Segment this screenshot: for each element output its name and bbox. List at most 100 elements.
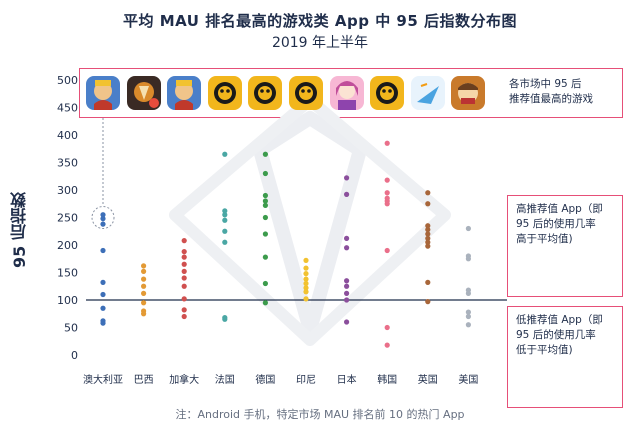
- data-point: [181, 238, 187, 244]
- data-point: [303, 285, 309, 291]
- data-point: [100, 216, 106, 222]
- data-point: [465, 322, 471, 328]
- data-point: [100, 247, 106, 254]
- chart-title: 平均 MAU 排名最高的游戏类 App 中 95 后指数分布图: [122, 12, 518, 30]
- data-point: [425, 235, 431, 241]
- data-point: [465, 256, 471, 262]
- data-point: [262, 170, 268, 177]
- data-point: [344, 319, 350, 325]
- brawl-stars-icon: [289, 76, 323, 110]
- data-point: [303, 265, 309, 271]
- data-point: [181, 261, 187, 267]
- data-point: [384, 190, 390, 196]
- data-point: [262, 300, 268, 306]
- chart-subtitle: 2019 年上半年: [271, 35, 369, 51]
- low-box-line1: 低推荐值 App（即: [516, 314, 603, 326]
- x-tick-label: 印尼: [296, 374, 316, 386]
- y-tick-label: 300: [57, 184, 78, 197]
- x-tick-label: 韩国: [377, 373, 397, 386]
- brawl-stars-icon: [248, 76, 283, 110]
- data-point: [100, 320, 106, 326]
- data-point: [262, 280, 268, 287]
- clash-royale-icon: [86, 76, 120, 110]
- y-tick-label: 200: [57, 239, 78, 252]
- data-point: [344, 297, 350, 303]
- data-point: [222, 239, 228, 245]
- data-point: [425, 201, 431, 207]
- data-point: [384, 201, 390, 207]
- data-point: [425, 231, 431, 237]
- data-point: [141, 268, 147, 274]
- data-point: [181, 307, 187, 313]
- y-tick-label: 400: [57, 129, 78, 142]
- data-point: [100, 221, 106, 227]
- data-point: [344, 235, 350, 241]
- low-box-line3: 低于平均值): [516, 344, 573, 356]
- data-point: [100, 305, 106, 311]
- x-tick-label: 美国: [458, 373, 478, 386]
- x-tick-label: 加拿大: [169, 373, 199, 386]
- data-point: [181, 313, 187, 320]
- data-point: [262, 151, 268, 157]
- low-recommendation-box: 低推荐值 App（即 95 后的使用几率 低于平均值): [507, 306, 623, 408]
- y-tick-label: 250: [57, 212, 78, 225]
- data-point: [181, 268, 187, 274]
- data-point: [303, 296, 309, 302]
- data-point: [344, 278, 350, 284]
- x-tick-label: 日本: [337, 373, 357, 386]
- y-tick-label: 50: [64, 322, 78, 335]
- data-point: [384, 140, 390, 146]
- high-box-line3: 高于平均值): [516, 233, 573, 245]
- data-point: [465, 225, 471, 232]
- data-point: [100, 212, 106, 218]
- data-point: [262, 198, 268, 204]
- data-point: [425, 223, 431, 229]
- data-point: [222, 228, 228, 234]
- anime-game-icon: [329, 76, 364, 110]
- data-point: [425, 243, 431, 249]
- data-point: [303, 276, 309, 282]
- y-tick-label: 100: [57, 294, 78, 307]
- data-point: [384, 247, 390, 254]
- data-point: [222, 212, 228, 218]
- high-box-line2: 95 后的使用几率: [516, 218, 596, 230]
- data-point: [141, 263, 147, 269]
- data-point: [262, 192, 268, 199]
- y-tick-label: 350: [57, 157, 78, 170]
- top-games-label: 各市场中 95 后 推荐值最高的游戏: [509, 77, 593, 107]
- data-point: [303, 257, 309, 263]
- data-point: [100, 291, 106, 298]
- data-point: [262, 254, 268, 260]
- brawl-stars-icon: [370, 76, 405, 110]
- chart-note: 注：Android 手机，特定市场 MAU 排名前 10 的热门 App: [175, 408, 465, 421]
- data-point: [141, 283, 147, 289]
- data-point: [222, 151, 228, 157]
- data-point: [141, 300, 147, 306]
- data-point: [344, 245, 350, 251]
- top-games-label-line1: 各市场中 95 后: [509, 78, 582, 90]
- high-recommendation-box: 高推荐值 App（即 95 后的使用几率 高于平均值): [507, 195, 623, 297]
- x-tick-label: 澳大利亚: [83, 373, 123, 386]
- y-tick-label: 500: [57, 74, 78, 87]
- data-point: [384, 342, 390, 348]
- data-point: [181, 283, 187, 289]
- paper-toss-icon: [410, 76, 445, 110]
- data-point: [425, 227, 431, 233]
- data-point: [303, 289, 309, 295]
- data-point: [100, 279, 106, 285]
- brawl-stars-icon: [207, 76, 242, 110]
- data-point: [262, 214, 268, 221]
- free-fire-icon: [126, 76, 161, 110]
- data-point: [303, 271, 309, 277]
- data-point: [344, 175, 350, 181]
- data-point: [222, 217, 228, 223]
- data-point: [465, 290, 471, 296]
- high-box-line1: 高推荐值 App（即: [516, 203, 603, 215]
- y-tick-label: 150: [57, 267, 78, 280]
- x-tick-label: 巴西: [134, 374, 154, 386]
- clash-royale-icon: [167, 76, 202, 110]
- data-point: [181, 296, 187, 302]
- low-box-line2: 95 后的使用几率: [516, 329, 596, 341]
- data-point: [425, 239, 431, 245]
- data-point: [222, 316, 228, 322]
